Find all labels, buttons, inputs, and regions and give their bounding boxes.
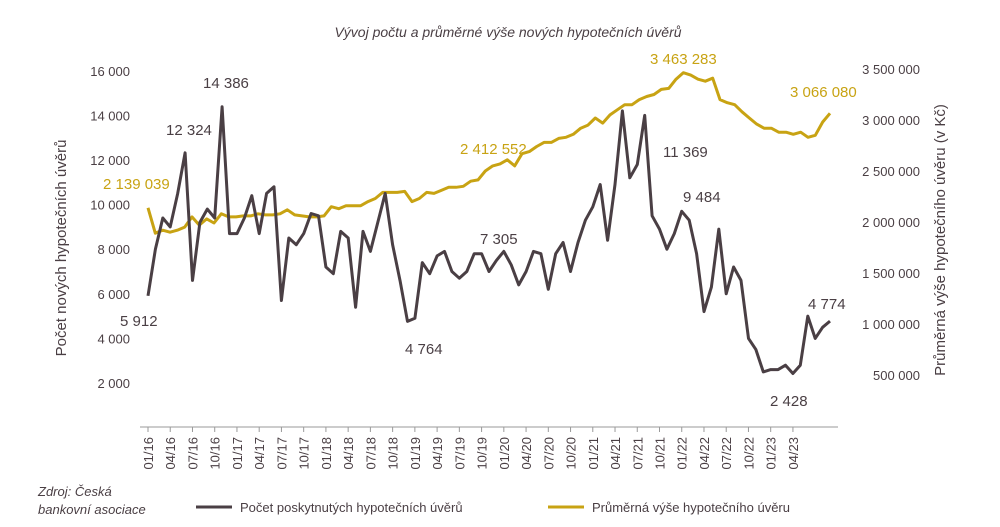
y2-tick-label: 3 000 000 — [862, 113, 920, 128]
x-tick-label: 04/22 — [697, 437, 712, 470]
x-tick-label: 10/22 — [741, 437, 756, 470]
data-label-count: 4 774 — [808, 296, 846, 313]
legend-label-count: Počet poskytnutých hypotečních úvěrů — [240, 500, 463, 515]
x-tick-label: 07/20 — [541, 437, 556, 470]
data-label-count: 7 305 — [480, 231, 518, 248]
data-label-count: 2 428 — [770, 393, 808, 410]
data-label-count: 9 484 — [683, 189, 721, 206]
data-label-avg: 2 412 552 — [460, 141, 527, 158]
y-tick-label: 10 000 — [90, 198, 130, 213]
data-labels: 5 912 12 324 14 386 4 764 7 305 11 369 9 484 2 … — [103, 51, 857, 410]
x-tick-label: 04/19 — [430, 437, 445, 470]
y2-tick-label: 2 000 000 — [862, 215, 920, 230]
left-axis-ticks: 2 000 4 000 6 000 8 000 10 000 12 000 14 000 16… — [90, 64, 130, 391]
x-tick-label: 04/17 — [252, 437, 267, 470]
source-note-line-1: Zdroj: Česká — [37, 484, 112, 499]
x-tick-label: 10/17 — [297, 437, 312, 470]
data-label-avg: 2 139 039 — [103, 176, 170, 193]
legend-label-avg: Průměrná výše hypotečního úvěru — [592, 500, 790, 515]
x-tick-label: 01/21 — [586, 437, 601, 470]
y-axis-title: Počet nových hypotečních úvěrů — [53, 140, 70, 357]
x-tick-label: 07/22 — [719, 437, 734, 470]
x-tick-label: 04/21 — [608, 437, 623, 470]
x-tick-label: 10/21 — [653, 437, 668, 470]
y-tick-label: 4 000 — [97, 331, 130, 346]
y-tick-label: 8 000 — [97, 242, 130, 257]
x-tick-label: 04/23 — [786, 437, 801, 470]
x-tick-label: 01/18 — [319, 437, 334, 470]
series-line-pocet-uveru — [146, 105, 831, 375]
x-tick-label: 01/22 — [675, 437, 690, 470]
chart-title: Vývoj počtu a průměrné výše nových hypot… — [334, 24, 681, 40]
x-tick-label: 10/19 — [475, 437, 490, 470]
data-label-count: 11 369 — [663, 144, 708, 161]
x-tick-label: 04/20 — [519, 437, 534, 470]
x-tick-label: 07/18 — [363, 437, 378, 470]
x-tick-label: 07/17 — [274, 437, 289, 470]
x-tick-label: 07/21 — [630, 437, 645, 470]
y-tick-label: 2 000 — [97, 376, 130, 391]
y2-tick-label: 500 000 — [873, 368, 920, 383]
x-tick-label: 10/18 — [386, 437, 401, 470]
x-tick-label: 01/16 — [141, 437, 156, 470]
x-tick-label: 07/16 — [185, 437, 200, 470]
data-label-count: 14 386 — [203, 75, 249, 92]
data-label-avg: 3 463 283 — [650, 51, 717, 68]
x-tick-label: 10/20 — [564, 437, 579, 470]
y2-tick-label: 1 000 000 — [862, 317, 920, 332]
x-tick-label: 04/16 — [163, 437, 178, 470]
x-axis-ticks: 01/16 04/16 07/16 10/16 01/17 04/17 07/17 10/17… — [141, 427, 801, 470]
x-tick-label: 10/16 — [208, 437, 223, 470]
source-note-line-2: bankovní asociace — [38, 502, 146, 517]
data-label-count: 4 764 — [405, 341, 443, 358]
right-axis-ticks: 500 000 1 000 000 1 500 000 2 000 000 2 500 … — [862, 62, 920, 383]
x-tick-label: 04/18 — [341, 437, 356, 470]
data-label-avg: 3 066 080 — [790, 84, 857, 101]
y2-tick-label: 3 500 000 — [862, 62, 920, 77]
data-label-count: 5 912 — [120, 313, 158, 330]
x-tick-label: 01/23 — [764, 437, 779, 470]
y2-tick-label: 2 500 000 — [862, 164, 920, 179]
y-tick-label: 12 000 — [90, 153, 130, 168]
x-tick-label: 01/20 — [497, 437, 512, 470]
y2-tick-label: 1 500 000 — [862, 266, 920, 281]
x-tick-label: 01/17 — [230, 437, 245, 470]
y-tick-label: 14 000 — [90, 108, 130, 123]
data-label-count: 12 324 — [166, 122, 212, 139]
x-tick-label: 01/19 — [408, 437, 423, 470]
y2-axis-title: Průměrná výše hypotečního úvěru (v Kč) — [932, 104, 949, 376]
x-tick-label: 07/19 — [452, 437, 467, 470]
y-tick-label: 6 000 — [97, 287, 130, 302]
y-tick-label: 16 000 — [90, 64, 130, 79]
